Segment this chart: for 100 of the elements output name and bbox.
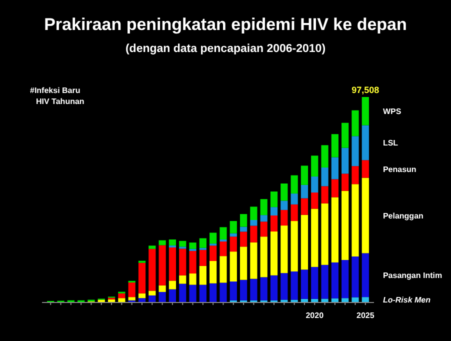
bar bbox=[331, 179, 338, 198]
bar bbox=[138, 293, 146, 298]
series-label: LSL bbox=[382, 138, 398, 148]
series-label: WPS bbox=[382, 106, 402, 116]
bar bbox=[331, 298, 338, 302]
bar bbox=[280, 200, 288, 210]
bar bbox=[362, 160, 369, 178]
bar bbox=[352, 166, 359, 184]
bar bbox=[321, 264, 328, 299]
bar bbox=[300, 166, 308, 185]
bar bbox=[250, 220, 258, 226]
bar bbox=[352, 297, 359, 302]
bar bbox=[189, 242, 196, 249]
bar bbox=[250, 242, 258, 279]
annotation: 97,508 bbox=[352, 85, 380, 95]
bar bbox=[321, 145, 328, 168]
bar bbox=[158, 292, 166, 302]
bar bbox=[260, 277, 268, 300]
bar bbox=[210, 232, 217, 244]
bar bbox=[240, 214, 248, 227]
chart-subtitle: (dengan data pencapaian 2006-2010) bbox=[125, 43, 326, 55]
bar bbox=[240, 226, 248, 232]
bar bbox=[230, 282, 237, 300]
x-tick-label: 2025 bbox=[356, 311, 375, 320]
bar bbox=[199, 284, 206, 302]
bar bbox=[311, 176, 318, 193]
bar bbox=[280, 210, 288, 226]
bar bbox=[270, 275, 278, 300]
bar bbox=[290, 271, 298, 300]
bar bbox=[199, 266, 206, 285]
bar bbox=[148, 248, 156, 291]
bar bbox=[352, 184, 359, 256]
bar bbox=[230, 236, 237, 252]
bar bbox=[342, 298, 349, 302]
bar bbox=[290, 175, 298, 194]
bar bbox=[230, 221, 237, 234]
bar bbox=[342, 260, 349, 298]
bar bbox=[290, 194, 298, 204]
bar bbox=[168, 289, 176, 302]
bar bbox=[280, 184, 288, 201]
bar bbox=[270, 231, 278, 276]
bar bbox=[158, 245, 166, 286]
bar bbox=[210, 261, 217, 284]
bar bbox=[321, 203, 328, 265]
bar bbox=[331, 157, 338, 180]
series-label: Penasun bbox=[382, 164, 416, 174]
x-tick-label: 2020 bbox=[306, 311, 324, 320]
bar bbox=[189, 284, 196, 302]
bar bbox=[118, 293, 126, 298]
bar bbox=[230, 252, 237, 282]
bar bbox=[300, 214, 308, 270]
bar bbox=[311, 298, 318, 302]
bar bbox=[179, 240, 186, 247]
bar bbox=[342, 190, 349, 260]
bar bbox=[148, 246, 156, 249]
bar bbox=[300, 198, 308, 215]
bar bbox=[342, 122, 349, 148]
bar bbox=[331, 134, 338, 158]
bar bbox=[260, 236, 268, 278]
bar bbox=[311, 266, 318, 299]
bar bbox=[270, 215, 278, 232]
bar bbox=[118, 298, 126, 302]
bar bbox=[352, 256, 359, 298]
bar bbox=[128, 297, 136, 300]
bar bbox=[138, 262, 146, 294]
bar bbox=[148, 290, 156, 296]
bar bbox=[331, 197, 338, 262]
bar bbox=[280, 226, 288, 274]
bar bbox=[290, 221, 298, 272]
bar bbox=[199, 238, 206, 248]
bar bbox=[311, 156, 318, 177]
bar bbox=[321, 168, 328, 186]
bar bbox=[168, 247, 176, 281]
bar bbox=[311, 192, 318, 209]
bar bbox=[168, 239, 176, 246]
bar bbox=[210, 246, 217, 261]
bar bbox=[321, 186, 328, 204]
bar bbox=[220, 242, 227, 256]
bar bbox=[128, 282, 136, 298]
bar bbox=[280, 273, 288, 300]
bar bbox=[352, 110, 359, 136]
bar bbox=[321, 298, 328, 302]
bar bbox=[148, 295, 156, 302]
bar bbox=[158, 240, 166, 246]
series-label: Lo-Risk Men bbox=[382, 295, 431, 304]
chart-title: Prakiraan peningkatan epidemi HIV ke depan bbox=[44, 15, 407, 34]
bar bbox=[300, 184, 308, 198]
bar bbox=[220, 256, 227, 283]
bar bbox=[199, 250, 206, 266]
bar bbox=[290, 204, 298, 222]
bar bbox=[352, 136, 359, 166]
bar bbox=[311, 208, 318, 267]
bar bbox=[220, 239, 227, 242]
bar bbox=[331, 262, 338, 298]
bar bbox=[240, 232, 248, 247]
bar bbox=[300, 270, 308, 299]
bar bbox=[260, 215, 268, 222]
series-label: Pelanggan bbox=[382, 211, 424, 220]
bar bbox=[362, 178, 369, 254]
bar bbox=[189, 250, 196, 274]
